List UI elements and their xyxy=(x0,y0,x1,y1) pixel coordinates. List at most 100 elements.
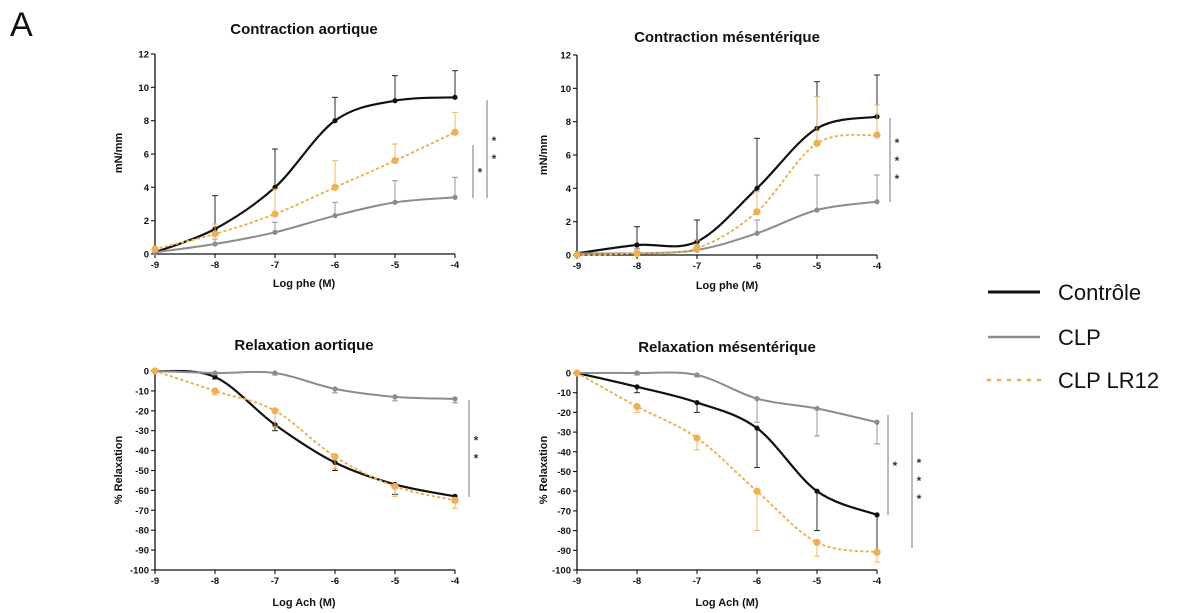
series-line-2 xyxy=(154,370,456,502)
series-line-0 xyxy=(153,96,457,254)
y-tick-label: -80 xyxy=(557,526,571,537)
data-point xyxy=(634,242,640,248)
chart-relaxation-aortique: Relaxation aortique Log Ach (M) % Relaxa… xyxy=(113,337,479,609)
chart-title: Relaxation mésentérique xyxy=(638,339,816,356)
plot-area: 0 -10 -20 -30 -40 -50 -60 -70 -80 -90 -100-9 -8 -7 -6… xyxy=(130,367,479,588)
data-point xyxy=(212,370,218,376)
significance-star: * xyxy=(492,152,497,166)
data-point xyxy=(814,488,820,494)
legend-label: Contrôle xyxy=(1058,280,1141,305)
data-point xyxy=(694,372,700,378)
y-axis-label: % Relaxation xyxy=(538,435,550,504)
y-tick-label: -100 xyxy=(130,566,149,577)
data-point xyxy=(452,396,458,402)
y-tick-label: 10 xyxy=(138,83,149,94)
data-point xyxy=(754,185,760,191)
significance-star: * xyxy=(917,492,922,506)
legend-label: CLP LR12 xyxy=(1058,368,1159,393)
y-tick-label: 4 xyxy=(144,183,150,194)
legend: Contrôle CLP CLP LR12 xyxy=(986,280,1159,393)
data-point xyxy=(332,118,338,124)
data-point xyxy=(634,370,640,376)
data-point xyxy=(392,98,398,104)
data-point xyxy=(391,157,399,165)
chart-contraction-mesenterique: Contraction mésentérique Log phe (M) mN/… xyxy=(538,29,900,292)
y-tick-label: 10 xyxy=(560,84,571,95)
data-point xyxy=(391,482,399,491)
data-point xyxy=(814,405,820,412)
series-line-2 xyxy=(154,131,456,250)
x-tick-label: -6 xyxy=(331,576,339,587)
y-tick-label: -30 xyxy=(135,426,149,437)
significance-star: * xyxy=(474,452,479,466)
x-tick-label: -9 xyxy=(151,576,159,587)
y-tick-label: -60 xyxy=(557,487,571,498)
legend-label: CLP xyxy=(1058,325,1101,350)
x-tick-label: -4 xyxy=(451,260,460,271)
data-point xyxy=(754,396,760,402)
data-point xyxy=(452,94,458,100)
data-point xyxy=(874,199,880,205)
data-point xyxy=(272,370,278,376)
plot-area: 0 2 4 6 8 10 12 -9 -8 -7 -6 -5 -4 * * * xyxy=(138,50,496,272)
series-line-1 xyxy=(154,196,456,254)
data-point xyxy=(212,241,218,247)
data-point xyxy=(212,374,218,380)
data-point xyxy=(573,369,581,377)
chart-title: Contraction aortique xyxy=(230,21,378,38)
y-tick-label: -60 xyxy=(135,486,149,497)
data-point xyxy=(694,399,700,406)
panel-letter: A xyxy=(10,6,33,44)
series-line-1 xyxy=(576,371,878,424)
y-axis-label: % Relaxation xyxy=(113,435,125,504)
legend-item-controle: Contrôle xyxy=(988,280,1141,305)
data-point xyxy=(633,249,641,257)
x-axis-label: Log Ach (M) xyxy=(695,597,758,609)
series-line-2 xyxy=(576,372,878,554)
legend-item-clp-lr12: CLP LR12 xyxy=(986,368,1159,393)
data-point xyxy=(874,419,880,425)
x-tick-label: -5 xyxy=(391,576,400,587)
x-tick-label: -8 xyxy=(633,576,641,587)
x-axis-label: Log phe (M) xyxy=(273,278,336,290)
x-tick-label: -8 xyxy=(211,576,219,587)
x-tick-label: -6 xyxy=(331,260,339,271)
data-point xyxy=(452,194,458,200)
y-tick-label: 0 xyxy=(566,369,571,380)
data-point xyxy=(331,183,339,191)
y-tick-label: 8 xyxy=(144,116,149,127)
chart-relaxation-mesenterique: Relaxation mésentérique Log Ach (M) % Re… xyxy=(538,339,922,609)
data-point xyxy=(693,244,701,252)
significance-star: * xyxy=(474,434,479,448)
x-tick-label: -7 xyxy=(271,576,279,587)
significance-star: * xyxy=(895,154,900,168)
y-tick-label: -90 xyxy=(135,546,149,557)
data-point xyxy=(633,402,641,411)
data-point xyxy=(813,139,821,147)
plot-area: 0 -10 -20 -30 -40 -50 -60 -70 -80 -90 -100-9 -8 -7 -6… xyxy=(552,369,922,588)
data-point xyxy=(271,407,279,415)
data-point xyxy=(693,434,701,442)
x-tick-label: -7 xyxy=(693,261,701,272)
y-tick-label: 0 xyxy=(144,367,149,378)
data-point xyxy=(151,245,159,253)
y-tick-label: 0 xyxy=(566,251,571,262)
x-tick-label: -5 xyxy=(813,576,822,587)
data-point xyxy=(814,207,820,213)
data-point xyxy=(211,387,219,395)
data-point xyxy=(451,496,459,504)
significance-star: * xyxy=(492,134,497,148)
data-point xyxy=(211,230,219,238)
y-axis-label: mN/mm xyxy=(113,133,125,174)
x-tick-label: -4 xyxy=(451,576,460,587)
data-point xyxy=(873,548,881,556)
y-tick-label: -30 xyxy=(557,428,571,439)
y-tick-label: 12 xyxy=(560,51,571,62)
y-tick-label: -40 xyxy=(135,446,149,457)
x-axis-label: Log Ach (M) xyxy=(272,597,335,609)
y-tick-label: 0 xyxy=(144,250,149,261)
y-tick-label: -80 xyxy=(135,526,149,537)
data-point xyxy=(332,386,338,392)
y-tick-label: -100 xyxy=(552,566,571,577)
